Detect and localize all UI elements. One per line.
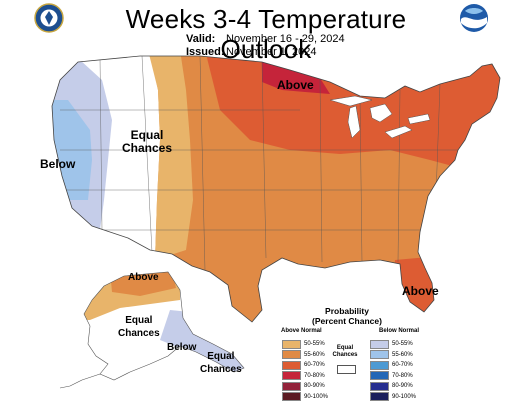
legend-range-label: 55-60% xyxy=(392,351,413,358)
legend-swatch xyxy=(370,371,389,380)
legend-row-below-5: 90-100% xyxy=(370,392,417,401)
issued-value: November 1, 2024 xyxy=(226,46,317,58)
legend-range-label: 50-55% xyxy=(304,341,325,347)
noaa-logo-icon xyxy=(460,4,488,32)
legend-row-above-2: 60-70% xyxy=(282,360,325,370)
legend-swatch xyxy=(370,381,389,391)
legend-row-above-5: 90-100% xyxy=(282,392,329,401)
legend-swatch xyxy=(282,360,301,370)
legend-equal-label: Equal Chances xyxy=(332,345,358,358)
legend-row-above-1: 55-60% xyxy=(282,350,325,359)
legend-above-header: Above Normal xyxy=(281,328,322,334)
legend-swatch xyxy=(282,350,301,359)
valid-label: Valid: xyxy=(186,33,216,45)
conus-above-label: Above xyxy=(277,78,314,92)
legend-range-label: 50-55% xyxy=(392,341,413,347)
state-boundaries xyxy=(60,56,460,271)
legend-row-above-4: 80-90% xyxy=(282,381,325,391)
page-title: Weeks 3-4 Temperature Outlook xyxy=(125,4,407,64)
great-lakes xyxy=(329,95,431,139)
legend-range-label: 70-80% xyxy=(304,372,325,379)
legend-range-label: 60-70% xyxy=(304,362,325,368)
valid-value: November 16 - 29, 2024 xyxy=(226,33,345,45)
legend-swatch xyxy=(370,360,389,370)
legend-title: Probability (Percent Chance) xyxy=(312,306,382,326)
date-info: Valid: November 16 - 29, 2024 Issued:Nove… xyxy=(186,33,345,59)
legend-row-above-3: 70-80% xyxy=(282,371,325,380)
issued-label: Issued: xyxy=(186,46,225,58)
alaska-below-label: Below xyxy=(167,342,197,353)
legend-range-label: 55-60% xyxy=(304,351,325,358)
alaska-equal-label: Equal Chances xyxy=(118,315,160,339)
legend-row-above-0: 50-55% xyxy=(282,339,325,349)
legend-equal-swatch xyxy=(337,365,356,374)
conus-equal-label: Equal Chances xyxy=(122,128,173,155)
alaska-above-55-region xyxy=(110,272,176,296)
legend-swatch xyxy=(370,339,389,349)
conus-above-50-region xyxy=(148,56,193,260)
legend-row-below-1: 55-60% xyxy=(370,350,413,359)
legend-swatch xyxy=(282,381,301,391)
alaska-above-label: Above xyxy=(128,272,159,283)
legend-row-below-4: 80-90% xyxy=(370,381,413,391)
conus-above-70-region xyxy=(262,62,330,94)
legend-swatch xyxy=(370,392,389,401)
doc-seal-icon xyxy=(34,3,64,33)
florida-above-label: Above xyxy=(402,284,439,298)
legend-swatch xyxy=(282,392,301,401)
legend-range-label: 80-90% xyxy=(304,383,325,389)
legend-range-label: 70-80% xyxy=(392,372,413,379)
conus-below-label: Below xyxy=(40,157,76,171)
legend-swatch xyxy=(370,350,389,359)
legend-range-label: 60-70% xyxy=(392,362,413,368)
alaska-below-region xyxy=(160,310,244,376)
legend-range-label: 90-100% xyxy=(304,393,329,400)
legend-range-label: 80-90% xyxy=(392,383,413,389)
legend-below-header: Below Normal xyxy=(379,328,420,334)
legend-row-below-3: 70-80% xyxy=(370,371,413,380)
legend-swatch xyxy=(282,339,301,349)
legend-row-below-2: 60-70% xyxy=(370,360,413,370)
legend-range-label: 90-100% xyxy=(392,393,417,400)
legend-swatch xyxy=(282,371,301,380)
legend-row-below-0: 50-55% xyxy=(370,339,413,349)
alaska-equal-se-label: Equal Chances xyxy=(200,351,242,375)
